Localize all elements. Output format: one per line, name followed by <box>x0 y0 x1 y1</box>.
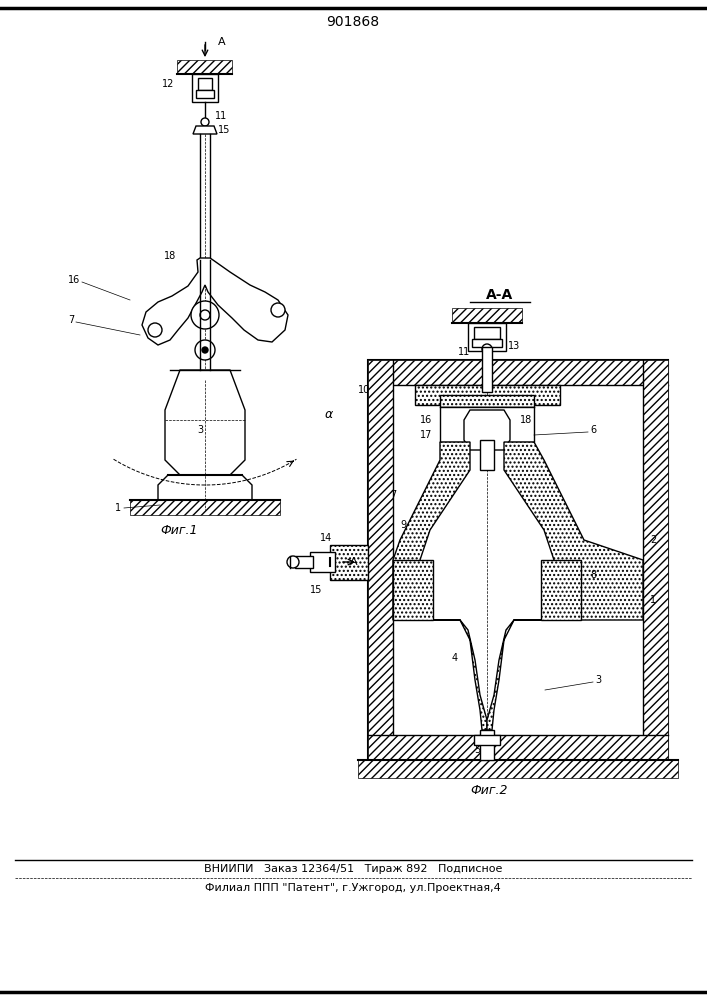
Text: 17: 17 <box>420 430 433 440</box>
Bar <box>468 323 506 351</box>
Text: 6: 6 <box>590 425 596 435</box>
Text: 3: 3 <box>197 425 203 435</box>
Circle shape <box>148 323 162 337</box>
Text: 18: 18 <box>164 251 176 261</box>
Text: 11: 11 <box>458 347 470 357</box>
Circle shape <box>202 347 208 353</box>
Text: 1: 1 <box>115 503 121 513</box>
Text: 4: 4 <box>452 653 458 663</box>
Polygon shape <box>142 258 288 345</box>
Circle shape <box>271 303 285 317</box>
Text: Фиг.1: Фиг.1 <box>160 524 197 536</box>
Bar <box>393 560 433 620</box>
Bar <box>310 552 335 572</box>
Bar <box>192 74 218 102</box>
Text: 3: 3 <box>595 675 601 685</box>
Text: А-А: А-А <box>486 288 513 302</box>
Bar <box>198 78 212 90</box>
Text: Фиг.2: Фиг.2 <box>470 784 508 796</box>
Bar <box>440 395 534 407</box>
Polygon shape <box>504 442 643 620</box>
Polygon shape <box>487 620 559 730</box>
Text: 13: 13 <box>508 341 520 351</box>
Circle shape <box>201 118 209 126</box>
Bar <box>368 360 668 385</box>
Bar <box>480 730 494 760</box>
Text: Филиал ППП "Патент", г.Ужгород, ул.Проектная,4: Филиал ППП "Патент", г.Ужгород, ул.Проек… <box>205 883 501 893</box>
Bar <box>368 360 668 760</box>
Text: α: α <box>325 408 333 422</box>
Polygon shape <box>193 126 217 134</box>
Bar <box>472 339 502 347</box>
Text: 16: 16 <box>420 415 432 425</box>
Text: ВНИИПИ   Заказ 12364/51   Тираж 892   Подписное: ВНИИПИ Заказ 12364/51 Тираж 892 Подписно… <box>204 864 502 874</box>
Text: 9: 9 <box>400 520 406 530</box>
Text: 8: 8 <box>590 570 596 580</box>
Text: 7: 7 <box>68 315 74 325</box>
Polygon shape <box>158 475 252 500</box>
Bar <box>358 760 678 778</box>
Polygon shape <box>415 620 487 730</box>
Bar <box>177 60 232 74</box>
Text: 16: 16 <box>68 275 81 285</box>
Bar <box>643 360 668 760</box>
Text: 15: 15 <box>310 585 322 595</box>
Circle shape <box>195 340 215 360</box>
Text: 7: 7 <box>390 490 396 500</box>
Text: 14: 14 <box>320 533 332 543</box>
Circle shape <box>287 556 299 568</box>
Text: А: А <box>218 37 226 47</box>
Bar <box>196 90 214 98</box>
Bar <box>295 556 313 568</box>
Text: 18: 18 <box>520 415 532 425</box>
Polygon shape <box>165 370 245 475</box>
Bar <box>452 308 522 323</box>
Bar <box>130 500 280 515</box>
Text: 11: 11 <box>215 111 227 121</box>
Bar <box>368 735 668 760</box>
Bar <box>482 347 492 392</box>
Text: 10: 10 <box>358 385 370 395</box>
Circle shape <box>200 310 210 320</box>
Bar <box>330 545 368 580</box>
Polygon shape <box>464 410 510 450</box>
Text: 12: 12 <box>162 79 175 89</box>
Bar <box>480 440 494 470</box>
Text: 1: 1 <box>650 595 656 605</box>
Circle shape <box>191 301 219 329</box>
Text: 2: 2 <box>650 535 656 545</box>
Bar <box>368 360 393 760</box>
Bar <box>415 385 560 405</box>
Bar <box>474 735 500 745</box>
Circle shape <box>482 344 492 354</box>
Polygon shape <box>393 442 470 620</box>
Text: 15: 15 <box>218 125 230 135</box>
Text: А: А <box>351 557 358 567</box>
Bar <box>474 327 500 339</box>
Bar <box>440 407 534 442</box>
Text: 901868: 901868 <box>327 15 380 29</box>
Bar <box>541 560 581 620</box>
Text: 5: 5 <box>474 745 480 755</box>
